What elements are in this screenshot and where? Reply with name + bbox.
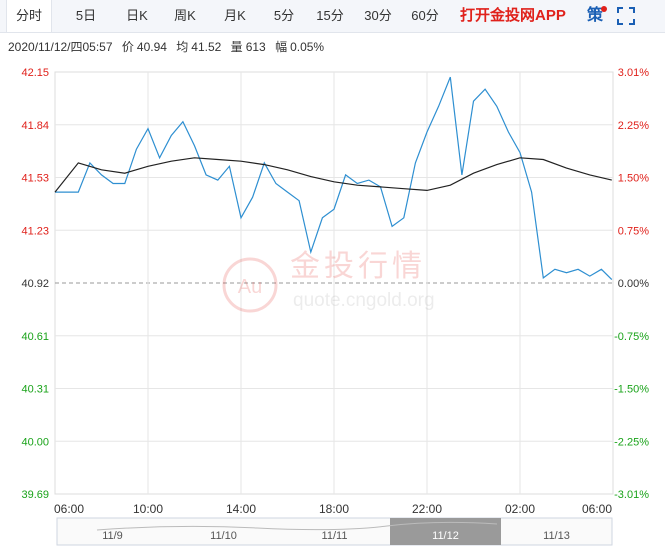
pct-tick-label: 0.00% <box>618 278 649 290</box>
y-tick-label: 41.84 <box>21 120 49 132</box>
y-tick-label: 40.31 <box>21 384 49 396</box>
pct-tick-label: -3.01% <box>614 489 649 501</box>
tab-3[interactable]: 日K <box>126 8 148 23</box>
pct-tick-label: 1.50% <box>618 173 649 185</box>
quote-info-bar: 2020/11/12/四05:57 价 40.94 均 41.52 量 613 幅 0.… <box>8 38 330 55</box>
average-line <box>54 157 612 193</box>
navigator-day-label[interactable]: 11/10 <box>210 530 237 542</box>
volume-label: 量 <box>230 40 243 54</box>
chart-axes: 42.15 3.01% 41.84 2.25% 41.53 1.50% 41.23 0.75%… <box>21 67 649 516</box>
watermark-url: quote.cngold.org <box>293 290 435 311</box>
strategy-button[interactable]: 策 <box>587 7 604 24</box>
price-line <box>55 76 613 281</box>
pct-tick-label: -1.50% <box>614 384 649 396</box>
pct-tick-label: -0.75% <box>614 331 649 343</box>
y-tick-label: 39.69 <box>21 489 49 501</box>
x-tick-label: 02:00 <box>505 502 535 516</box>
x-tick-label: 14:00 <box>226 502 256 516</box>
tab-1[interactable]: 分时 <box>6 0 52 32</box>
x-tick-label: 06:00 <box>582 502 612 516</box>
y-tick-label: 40.92 <box>21 278 49 290</box>
navigator-day-label[interactable]: 11/11 <box>322 530 348 542</box>
x-tick-label: 06:00 <box>54 502 84 516</box>
watermark-logo-text: Au <box>238 276 262 298</box>
avg-label: 均 <box>176 40 189 54</box>
y-tick-label: 41.53 <box>21 173 49 185</box>
fullscreen-icon[interactable] <box>617 7 635 25</box>
price-label: 价 <box>121 40 134 54</box>
y-tick-label: 40.61 <box>21 331 49 343</box>
change-label: 幅 <box>275 40 288 54</box>
navigator-day-label[interactable]: 11/13 <box>543 530 570 542</box>
notification-dot <box>601 6 607 12</box>
tab-7[interactable]: 15分 <box>316 8 344 23</box>
open-app-link[interactable]: 打开金投网APP <box>460 7 566 24</box>
navigator-frame <box>56 517 613 546</box>
period-tabbar: 分时 5日 日K 周K 月K 5分 15分 30分 60分 打开金投网APP 策 <box>0 0 665 33</box>
tab-8[interactable]: 30分 <box>364 8 392 23</box>
y-tick-label: 42.15 <box>21 67 49 79</box>
tab-2[interactable]: 5日 <box>75 8 97 23</box>
navigator-day-label[interactable]: 11/12 <box>432 530 459 542</box>
price-value: 40.94 <box>136 40 167 54</box>
time-navigator[interactable]: 11/9 11/10 11/11 11/12 11/13 <box>56 517 613 546</box>
x-tick-label: 10:00 <box>133 502 163 516</box>
y-tick-label: 41.23 <box>21 225 49 237</box>
change-value: 0.05% <box>290 40 325 54</box>
y-tick-label: 40.00 <box>21 436 49 448</box>
navigator-sparkline <box>96 521 498 531</box>
tab-6[interactable]: 5分 <box>273 8 295 23</box>
x-tick-label: 22:00 <box>412 502 442 516</box>
chart-lines <box>54 76 613 281</box>
pct-tick-label: 2.25% <box>618 120 649 132</box>
tab-9[interactable]: 60分 <box>411 8 439 23</box>
pct-tick-label: -2.25% <box>614 436 649 448</box>
volume-value: 613 <box>245 40 266 54</box>
pct-tick-label: 3.01% <box>618 67 649 79</box>
watermark: Au 金投行情 quote.cngold.org <box>222 250 435 313</box>
pct-tick-label: 0.75% <box>618 225 649 237</box>
x-tick-label: 18:00 <box>319 502 349 516</box>
quote-datetime: 2020/11/12/四05:57 <box>8 40 113 54</box>
tab-4[interactable]: 周K <box>174 8 196 23</box>
watermark-logo-circle <box>222 257 278 313</box>
tab-5[interactable]: 月K <box>224 8 246 23</box>
avg-value: 41.52 <box>191 40 222 54</box>
watermark-brand: 金投行情 <box>290 250 426 283</box>
navigator-day-label[interactable]: 11/9 <box>102 530 123 542</box>
chart-grid <box>54 71 614 495</box>
